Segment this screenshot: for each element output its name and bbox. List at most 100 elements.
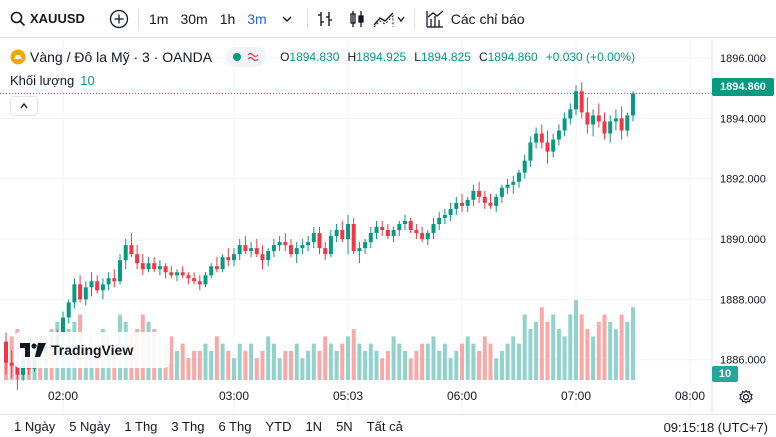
candle-body — [528, 142, 533, 161]
volume-bar — [260, 350, 265, 380]
gold-coin-icon — [10, 49, 26, 65]
volume-bar — [437, 350, 442, 380]
candle-body — [585, 112, 590, 125]
candle-body — [551, 139, 556, 152]
candle-body — [477, 190, 482, 197]
candle-body — [249, 248, 254, 252]
candle-body — [294, 248, 299, 255]
candle-body — [448, 208, 453, 215]
candle-body — [89, 281, 94, 288]
volume-bar — [448, 358, 453, 380]
range-all[interactable]: Tất cả — [366, 418, 403, 434]
volume-bar — [454, 350, 459, 380]
volume-bar — [277, 358, 282, 380]
volume-bar — [465, 336, 470, 380]
symbol-title: Vàng / Đô la Mỹ · 3 · OANDA — [30, 49, 213, 65]
volume-bar — [574, 300, 578, 380]
candle-body — [260, 254, 265, 261]
volume-bar — [568, 314, 573, 380]
toolbar-separator — [306, 7, 308, 30]
volume-bar — [477, 350, 482, 380]
time-tick-label: 08:00 — [675, 389, 705, 403]
chevron-up-icon — [20, 102, 28, 109]
volume-bar — [551, 314, 556, 380]
volume-bar — [271, 343, 276, 380]
candle-body — [306, 242, 311, 246]
volume-bar — [391, 336, 396, 380]
candle-body — [363, 242, 368, 249]
tradingview-logo-icon — [20, 343, 46, 357]
volume-bar — [619, 314, 624, 380]
range-ytd[interactable]: YTD — [265, 418, 292, 434]
chevron-down-icon — [397, 16, 405, 22]
candle-body — [368, 233, 373, 243]
approx-icon — [247, 52, 259, 62]
symbol-legend: Vàng / Đô la Mỹ · 3 · OANDA O1894.830 H1… — [10, 46, 635, 68]
candle-body — [266, 251, 271, 261]
candle-body — [437, 217, 442, 224]
volume-bar — [613, 329, 618, 380]
toolbar-separator — [138, 7, 139, 30]
candle-body — [511, 181, 516, 185]
collapse-legend-button[interactable] — [10, 96, 38, 116]
volume-bar — [311, 343, 316, 380]
bars-icon — [317, 11, 332, 26]
volume-bar — [517, 343, 521, 380]
timezone-clock[interactable]: 09:15:18 (UTC+7) — [663, 420, 768, 435]
volume-bar — [254, 358, 259, 380]
interval-dropdown[interactable] — [273, 0, 301, 38]
interval-3m[interactable]: 3m — [247, 10, 267, 27]
interval-1m[interactable]: 1m — [149, 10, 169, 27]
candle-body — [391, 230, 396, 237]
candle-body — [631, 93, 635, 116]
volume-bar — [317, 350, 322, 380]
candle-body — [534, 133, 539, 143]
volume-bar — [539, 307, 544, 380]
chevron-down-icon — [282, 16, 292, 22]
area-chart-icon — [373, 12, 394, 27]
indicators-button[interactable]: Các chỉ báo — [415, 0, 525, 38]
search-icon — [10, 11, 26, 26]
candle-body — [112, 278, 117, 282]
time-tick-label: 06:00 — [447, 389, 477, 403]
plus-circle-icon — [109, 9, 129, 28]
volume-bar — [425, 343, 430, 380]
range-1m[interactable]: 1 Thg — [124, 418, 158, 434]
candle-body — [454, 202, 459, 209]
range-5d[interactable]: 5 Ngày — [69, 418, 111, 434]
range-3m[interactable]: 3 Thg — [171, 418, 205, 434]
range-1y[interactable]: 1N — [305, 418, 323, 434]
volume-bar — [237, 343, 242, 380]
open-value: O1894.830 — [280, 50, 340, 64]
candle-body — [374, 227, 379, 234]
volume-bar — [431, 336, 436, 380]
range-6m[interactable]: 6 Thg — [218, 418, 252, 434]
symbol-search[interactable]: XAUUSD — [0, 0, 100, 38]
range-5y[interactable]: 5N — [336, 418, 353, 434]
candle-body — [505, 184, 510, 188]
volume-value: 10 — [80, 73, 95, 88]
settings-gear-icon[interactable] — [738, 389, 754, 405]
tradingview-logo[interactable]: TradingView — [14, 332, 170, 368]
range-1d[interactable]: 1 Ngày — [14, 418, 56, 434]
volume-bar — [608, 321, 613, 380]
high-value: H1894.925 — [347, 50, 407, 64]
candle-body — [488, 202, 493, 206]
volume-bar — [528, 329, 533, 380]
volume-bar — [289, 350, 293, 380]
interval-1h[interactable]: 1h — [219, 10, 236, 27]
candle-body — [328, 236, 333, 255]
volume-bar — [180, 343, 185, 380]
volume-bar — [631, 307, 635, 380]
area-style-button[interactable] — [372, 0, 406, 38]
interval-group: 1m 30m 1h 3m — [139, 0, 301, 38]
candle-body — [157, 266, 162, 270]
interval-30m[interactable]: 30m — [180, 10, 208, 27]
candle-body — [351, 223, 356, 252]
bar-style-button[interactable] — [308, 0, 342, 38]
market-status-pill[interactable] — [226, 47, 267, 67]
price-tick-label: 1894.000 — [720, 113, 766, 125]
candles-style-button[interactable] — [342, 0, 372, 38]
candle-body — [135, 254, 140, 264]
compare-add-button[interactable] — [100, 0, 138, 38]
